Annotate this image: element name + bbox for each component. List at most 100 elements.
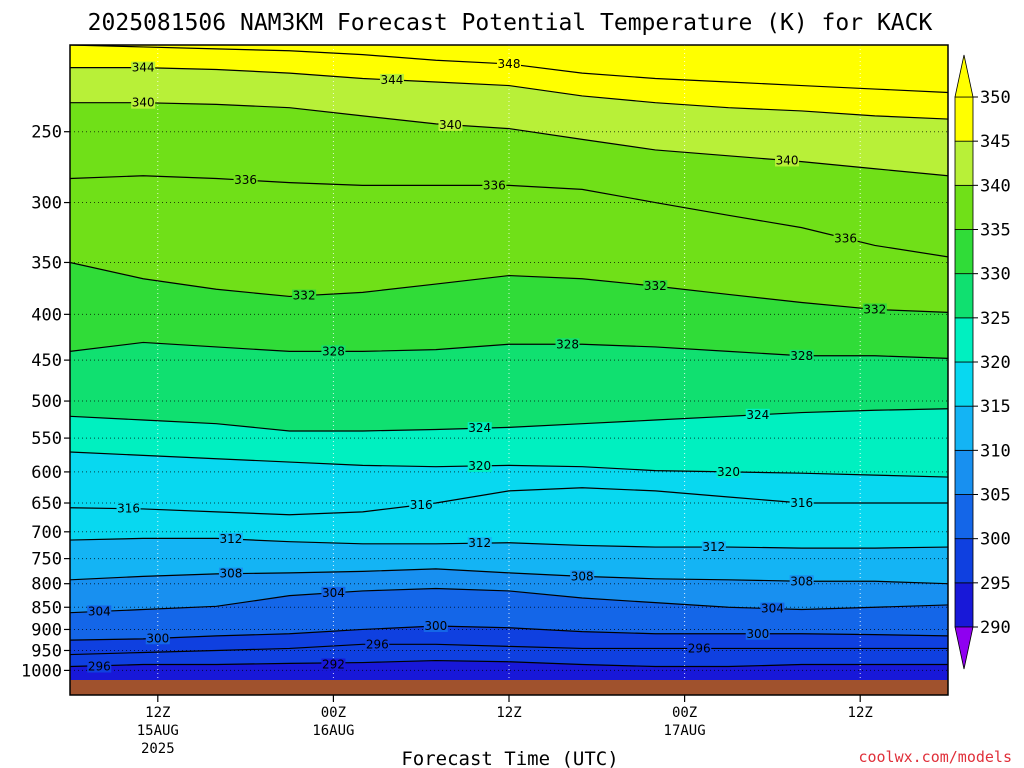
contour-296 — [70, 643, 948, 656]
colorbar-segment — [954, 405, 974, 451]
x-tick-label: 17AUG — [664, 723, 706, 739]
contour-label: 328 — [556, 337, 579, 351]
contour-label-bg — [643, 280, 668, 293]
contour-label-bg — [321, 345, 346, 358]
colorbar-segment — [954, 317, 974, 363]
contour-label: 320 — [468, 459, 491, 473]
contour-292 — [70, 659, 948, 668]
contour-label: 324 — [746, 408, 769, 422]
contour-300 — [70, 625, 948, 641]
contour-label: 340 — [776, 153, 799, 167]
contour-label-bg — [789, 349, 814, 362]
contour-label-bg — [321, 586, 346, 599]
colorbar-high-arrow — [954, 54, 974, 98]
colorbar-tick-label: 335 — [980, 221, 1011, 241]
ground-strip — [70, 680, 948, 695]
contour-label: 308 — [571, 569, 594, 583]
contour-344 — [70, 67, 948, 120]
contour-label-bg — [745, 627, 770, 640]
contour-label: 308 — [220, 567, 243, 581]
y-tick-label: 300 — [31, 194, 62, 214]
contour-324 — [70, 408, 948, 432]
contour-label-bg — [775, 154, 800, 167]
colorbar: 290 295 300 305 310 315 320 325 330 335 340 345 350 — [954, 54, 1011, 670]
colorbar-segment — [954, 361, 974, 407]
contour-label-bg — [716, 465, 741, 478]
band-292 — [70, 660, 948, 680]
contour-label: 312 — [468, 536, 491, 550]
contour-label-bg — [745, 408, 770, 421]
contour-labels: 344 344 348 340 340 340 336 336 336 332 332 332 328 3… — [87, 57, 887, 673]
contour-label: 296 — [88, 659, 111, 673]
contour-332 — [70, 261, 948, 313]
chart-title: 2025081506 NAM3KM Forecast Potential Tem… — [88, 10, 933, 36]
contour-label: 332 — [293, 289, 316, 303]
contour-label-bg — [497, 57, 521, 70]
contour-label-bg — [438, 118, 463, 131]
contour-label: 336 — [234, 173, 257, 187]
colorbar-segment — [954, 273, 974, 319]
contour-label: 332 — [863, 302, 886, 316]
y-tick-label: 350 — [31, 253, 62, 273]
contour-label: 296 — [688, 641, 711, 655]
contour-label: 324 — [468, 421, 491, 435]
contour-label: 348 — [498, 57, 521, 71]
y-tick-label: 700 — [31, 523, 62, 543]
y-tick-label: 850 — [31, 598, 62, 618]
contour-label-bg — [321, 658, 346, 671]
contour-label: 292 — [322, 658, 345, 672]
colorbar-segment — [954, 184, 974, 230]
contour-label-bg — [233, 174, 258, 187]
contour-label-bg — [379, 73, 404, 86]
contour-label-bg — [467, 422, 492, 435]
y-tick-label: 800 — [31, 575, 62, 595]
x-tick-label: 12Z — [145, 705, 170, 721]
contour-label: 296 — [366, 637, 389, 651]
colorbar-tick-label: 325 — [980, 309, 1011, 329]
contour-label: 336 — [834, 231, 857, 245]
colorbar-tick-label: 295 — [980, 574, 1011, 594]
x-axis-label: Forecast Time (UTC) — [401, 748, 618, 768]
x-tick-label: 12Z — [848, 705, 873, 721]
contour-label-bg — [789, 575, 814, 588]
contour-label-bg — [862, 303, 887, 316]
colorbar-tick-label: 350 — [980, 88, 1011, 108]
contour-label: 312 — [702, 540, 725, 554]
y-tick-label: 750 — [31, 550, 62, 570]
filled-bands — [70, 45, 948, 681]
contour-label: 316 — [790, 496, 813, 510]
y-tick-label: 450 — [31, 351, 62, 371]
contour-340 — [70, 102, 948, 177]
contour-label-bg — [409, 498, 434, 511]
contour-label-bg — [423, 619, 448, 632]
colorbar-segment — [954, 538, 974, 584]
colorbar-tick-label: 305 — [980, 486, 1011, 506]
contour-label: 344 — [132, 61, 155, 75]
contour-label: 312 — [220, 532, 243, 546]
contour-label-bg — [789, 497, 814, 510]
y-tick-label: 500 — [31, 392, 62, 412]
contour-label: 304 — [88, 604, 111, 618]
y-tick-label: 1000 — [21, 661, 62, 681]
contour-label-bg — [833, 232, 858, 245]
colorbar-tick-label: 310 — [980, 441, 1011, 461]
x-tick-label: 00Z — [672, 705, 697, 721]
plot-area: 344 344 348 340 340 340 336 336 336 332 332 332 328 3… — [70, 45, 948, 695]
contour-label: 328 — [790, 349, 813, 363]
credit-link[interactable]: coolwx.com/models — [858, 748, 1012, 766]
colorbar-segment — [954, 140, 974, 186]
colorbar-tick-label: 290 — [980, 618, 1011, 638]
contour-label: 344 — [380, 73, 403, 87]
colorbar-tick-label: 330 — [980, 265, 1011, 285]
contour-label-bg — [145, 632, 170, 645]
contour-label-bg — [292, 289, 317, 302]
colorbar-tick-label: 320 — [980, 353, 1011, 373]
contour-label-bg — [701, 541, 726, 554]
contour-label: 316 — [117, 502, 140, 516]
contour-312 — [70, 537, 948, 549]
x-tick-label: 2025 — [141, 741, 175, 757]
x-tick-label: 00Z — [321, 705, 346, 721]
contour-label-bg — [467, 537, 492, 550]
contour-label-bg — [687, 642, 712, 655]
colorbar-segment — [954, 96, 974, 142]
